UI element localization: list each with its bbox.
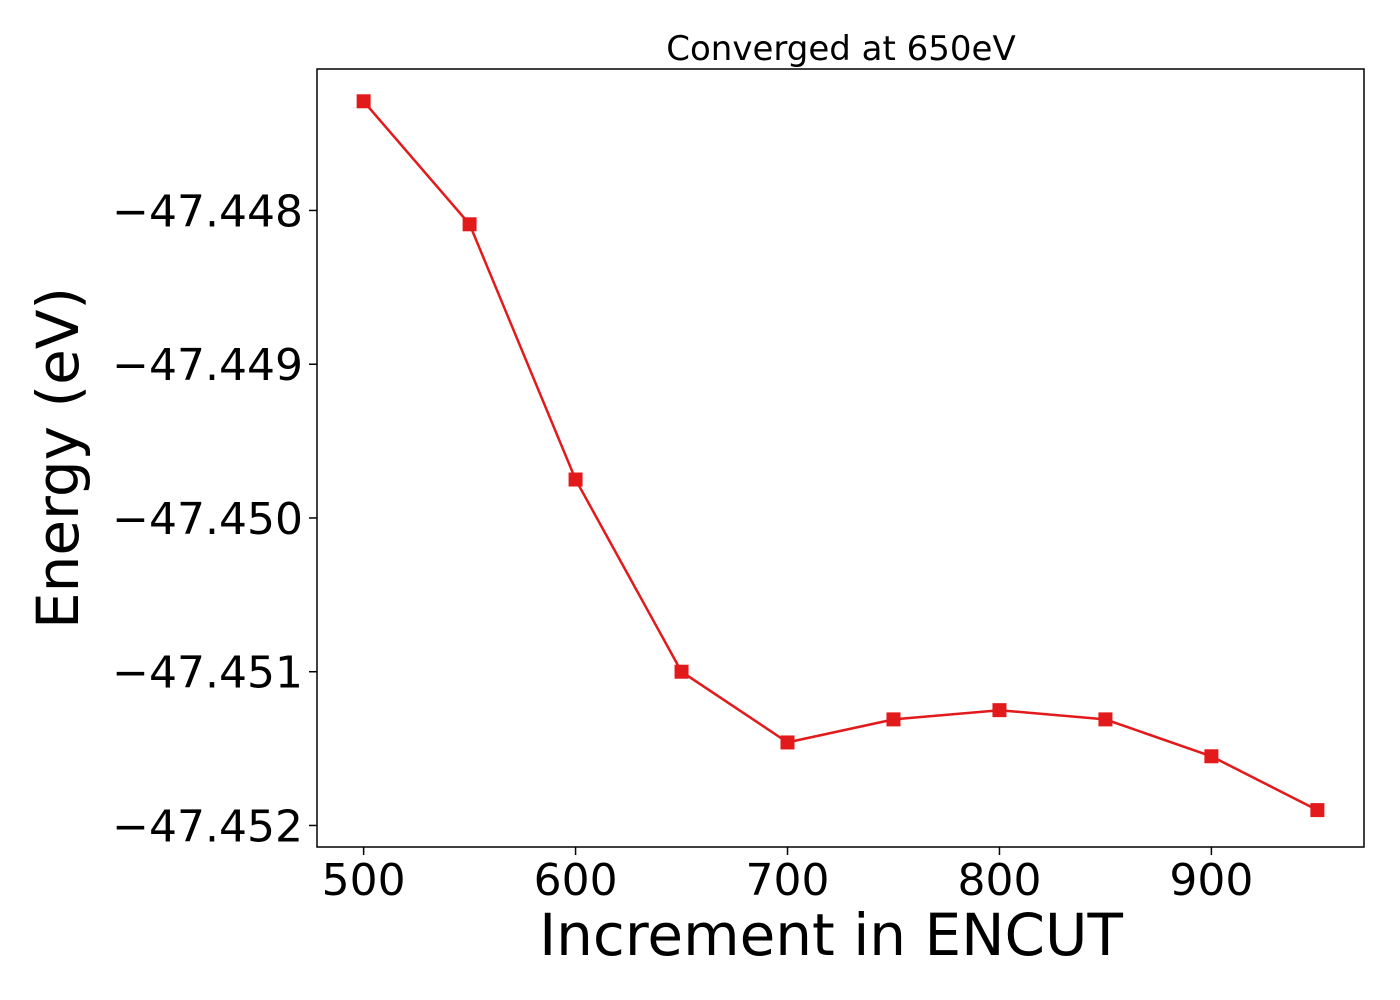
- chart-title: Converged at 650eV: [666, 29, 1015, 69]
- x-tick-label: 600: [534, 855, 618, 906]
- data-point: [886, 712, 901, 727]
- x-tick-label: 500: [322, 855, 406, 906]
- data-point: [992, 703, 1007, 718]
- data-point: [568, 472, 583, 487]
- y-tick-label: −47.452: [112, 801, 303, 852]
- y-axis: −47.448 −47.449 −47.450 −47.451 −47.452: [112, 186, 317, 852]
- data-point: [1310, 803, 1325, 818]
- series-layer: [356, 94, 1325, 818]
- y-tick-label: −47.450: [112, 494, 303, 545]
- data-point: [674, 664, 689, 679]
- y-tick-label: −47.451: [112, 648, 303, 699]
- series-line: [362, 100, 1318, 812]
- y-tick-label: −47.448: [112, 186, 303, 237]
- y-tick-label: −47.449: [112, 340, 303, 391]
- x-axis-label: Increment in ENCUT: [539, 901, 1123, 969]
- x-tick-label: 800: [957, 855, 1041, 906]
- data-point: [1204, 749, 1219, 764]
- data-point: [780, 735, 795, 750]
- x-axis: 500 600 700 800 900: [322, 847, 1253, 906]
- x-tick-label: 900: [1169, 855, 1253, 906]
- plot-area: [316, 68, 1365, 848]
- data-point: [1098, 712, 1113, 727]
- data-point: [462, 217, 477, 232]
- x-tick-label: 700: [746, 855, 830, 906]
- data-point: [356, 94, 371, 109]
- y-axis-label: Energy (eV): [24, 287, 92, 629]
